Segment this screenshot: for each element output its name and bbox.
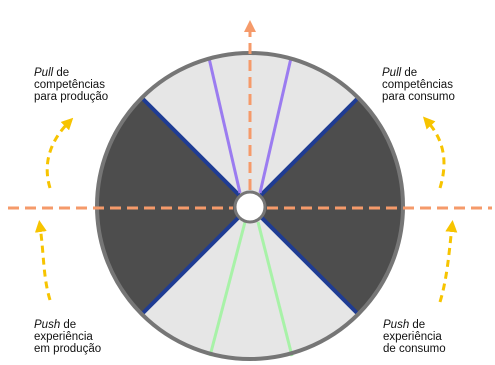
label-push-production-rest: de [60, 319, 77, 331]
label-pull-production-italic: Pull [34, 67, 54, 79]
label-pull-consumption-rest: de [401, 67, 418, 79]
purple-line-right [258, 57, 293, 194]
label-push-consumption-italic: Push [383, 319, 410, 331]
label-pull-production-rest: de [53, 67, 70, 79]
label-push-consumption: Push de experiência de consumo [383, 319, 446, 355]
label-push-production-line2: experiência [34, 331, 93, 343]
label-pull-consumption-line3: para consumo [382, 91, 455, 103]
purple-line-left [207, 57, 242, 194]
divider-line-upper-left [140, 96, 252, 208]
label-push-consumption-line3: de consumo [383, 343, 446, 355]
label-pull-production-line2: competências [34, 79, 105, 91]
center-hub [233, 190, 267, 224]
label-push-consumption-line2: experiência [383, 331, 442, 343]
label-push-production: Push de experiência em produção [34, 319, 101, 355]
label-push-consumption-rest: de [409, 319, 426, 331]
divider-line-upper-right [248, 96, 360, 208]
curved-arrow-lower-left [34, 220, 52, 301]
divider-line-lower-right [248, 204, 360, 316]
label-push-production-line3: em produção [34, 343, 102, 355]
curved-arrow-upper-left [45, 117, 74, 189]
label-pull-consumption-line2: competências [382, 79, 453, 91]
divider-line-lower-left [140, 204, 252, 316]
label-pull-consumption-italic: Pull [382, 67, 402, 79]
sector-right [250, 64, 403, 348]
label-pull-consumption: Pull de competências para consumo [382, 67, 455, 103]
sector-left [97, 64, 250, 348]
green-line-left [208, 221, 247, 357]
green-line-right [256, 221, 294, 357]
label-pull-production: Pull de competências para produção [34, 67, 108, 103]
curved-arrow-lower-right [438, 220, 458, 303]
label-pull-production-line3: para produção [34, 91, 109, 103]
curved-arrow-upper-right [422, 116, 446, 189]
label-push-production-italic: Push [34, 319, 61, 331]
